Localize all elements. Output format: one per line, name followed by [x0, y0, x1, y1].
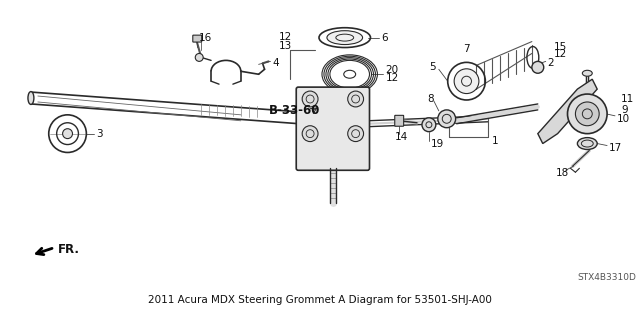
Text: 13: 13	[278, 41, 292, 50]
Text: 4: 4	[273, 58, 279, 68]
Text: 11: 11	[621, 94, 634, 104]
Text: FR.: FR.	[58, 243, 79, 256]
Text: 8: 8	[427, 94, 433, 104]
Circle shape	[348, 91, 364, 107]
Circle shape	[422, 118, 436, 132]
Text: 12: 12	[278, 32, 292, 42]
Text: 3: 3	[96, 129, 103, 139]
Circle shape	[302, 91, 318, 107]
FancyBboxPatch shape	[395, 115, 404, 126]
Text: 7: 7	[463, 44, 470, 55]
Text: 18: 18	[556, 168, 569, 178]
Text: 2: 2	[548, 58, 554, 68]
Text: 2011 Acura MDX Steering Grommet A Diagram for 53501-SHJ-A00: 2011 Acura MDX Steering Grommet A Diagra…	[148, 295, 492, 305]
FancyBboxPatch shape	[193, 35, 202, 42]
Text: 20: 20	[385, 65, 399, 75]
Circle shape	[532, 61, 544, 73]
Text: 5: 5	[429, 62, 436, 72]
Ellipse shape	[28, 92, 34, 104]
Text: 9: 9	[621, 105, 628, 115]
Text: 10: 10	[617, 114, 630, 124]
Text: 15: 15	[554, 41, 567, 52]
Text: 6: 6	[381, 33, 388, 43]
Circle shape	[302, 126, 318, 142]
FancyBboxPatch shape	[296, 87, 369, 170]
Text: STX4B3310D: STX4B3310D	[577, 273, 636, 282]
Circle shape	[195, 54, 203, 61]
Polygon shape	[538, 79, 597, 144]
Text: B-33-60: B-33-60	[269, 104, 320, 117]
Ellipse shape	[577, 137, 597, 150]
Ellipse shape	[575, 102, 599, 126]
Ellipse shape	[438, 110, 456, 128]
Ellipse shape	[63, 129, 72, 138]
Text: 14: 14	[396, 132, 408, 142]
Ellipse shape	[568, 94, 607, 134]
Ellipse shape	[327, 31, 363, 45]
Text: 1: 1	[492, 136, 499, 145]
Text: 16: 16	[199, 33, 212, 43]
Text: 19: 19	[431, 138, 444, 149]
Ellipse shape	[454, 69, 479, 93]
Text: 12: 12	[385, 73, 399, 83]
Circle shape	[348, 126, 364, 142]
Ellipse shape	[582, 70, 592, 76]
Text: 17: 17	[609, 143, 622, 152]
Text: 12: 12	[554, 49, 567, 59]
